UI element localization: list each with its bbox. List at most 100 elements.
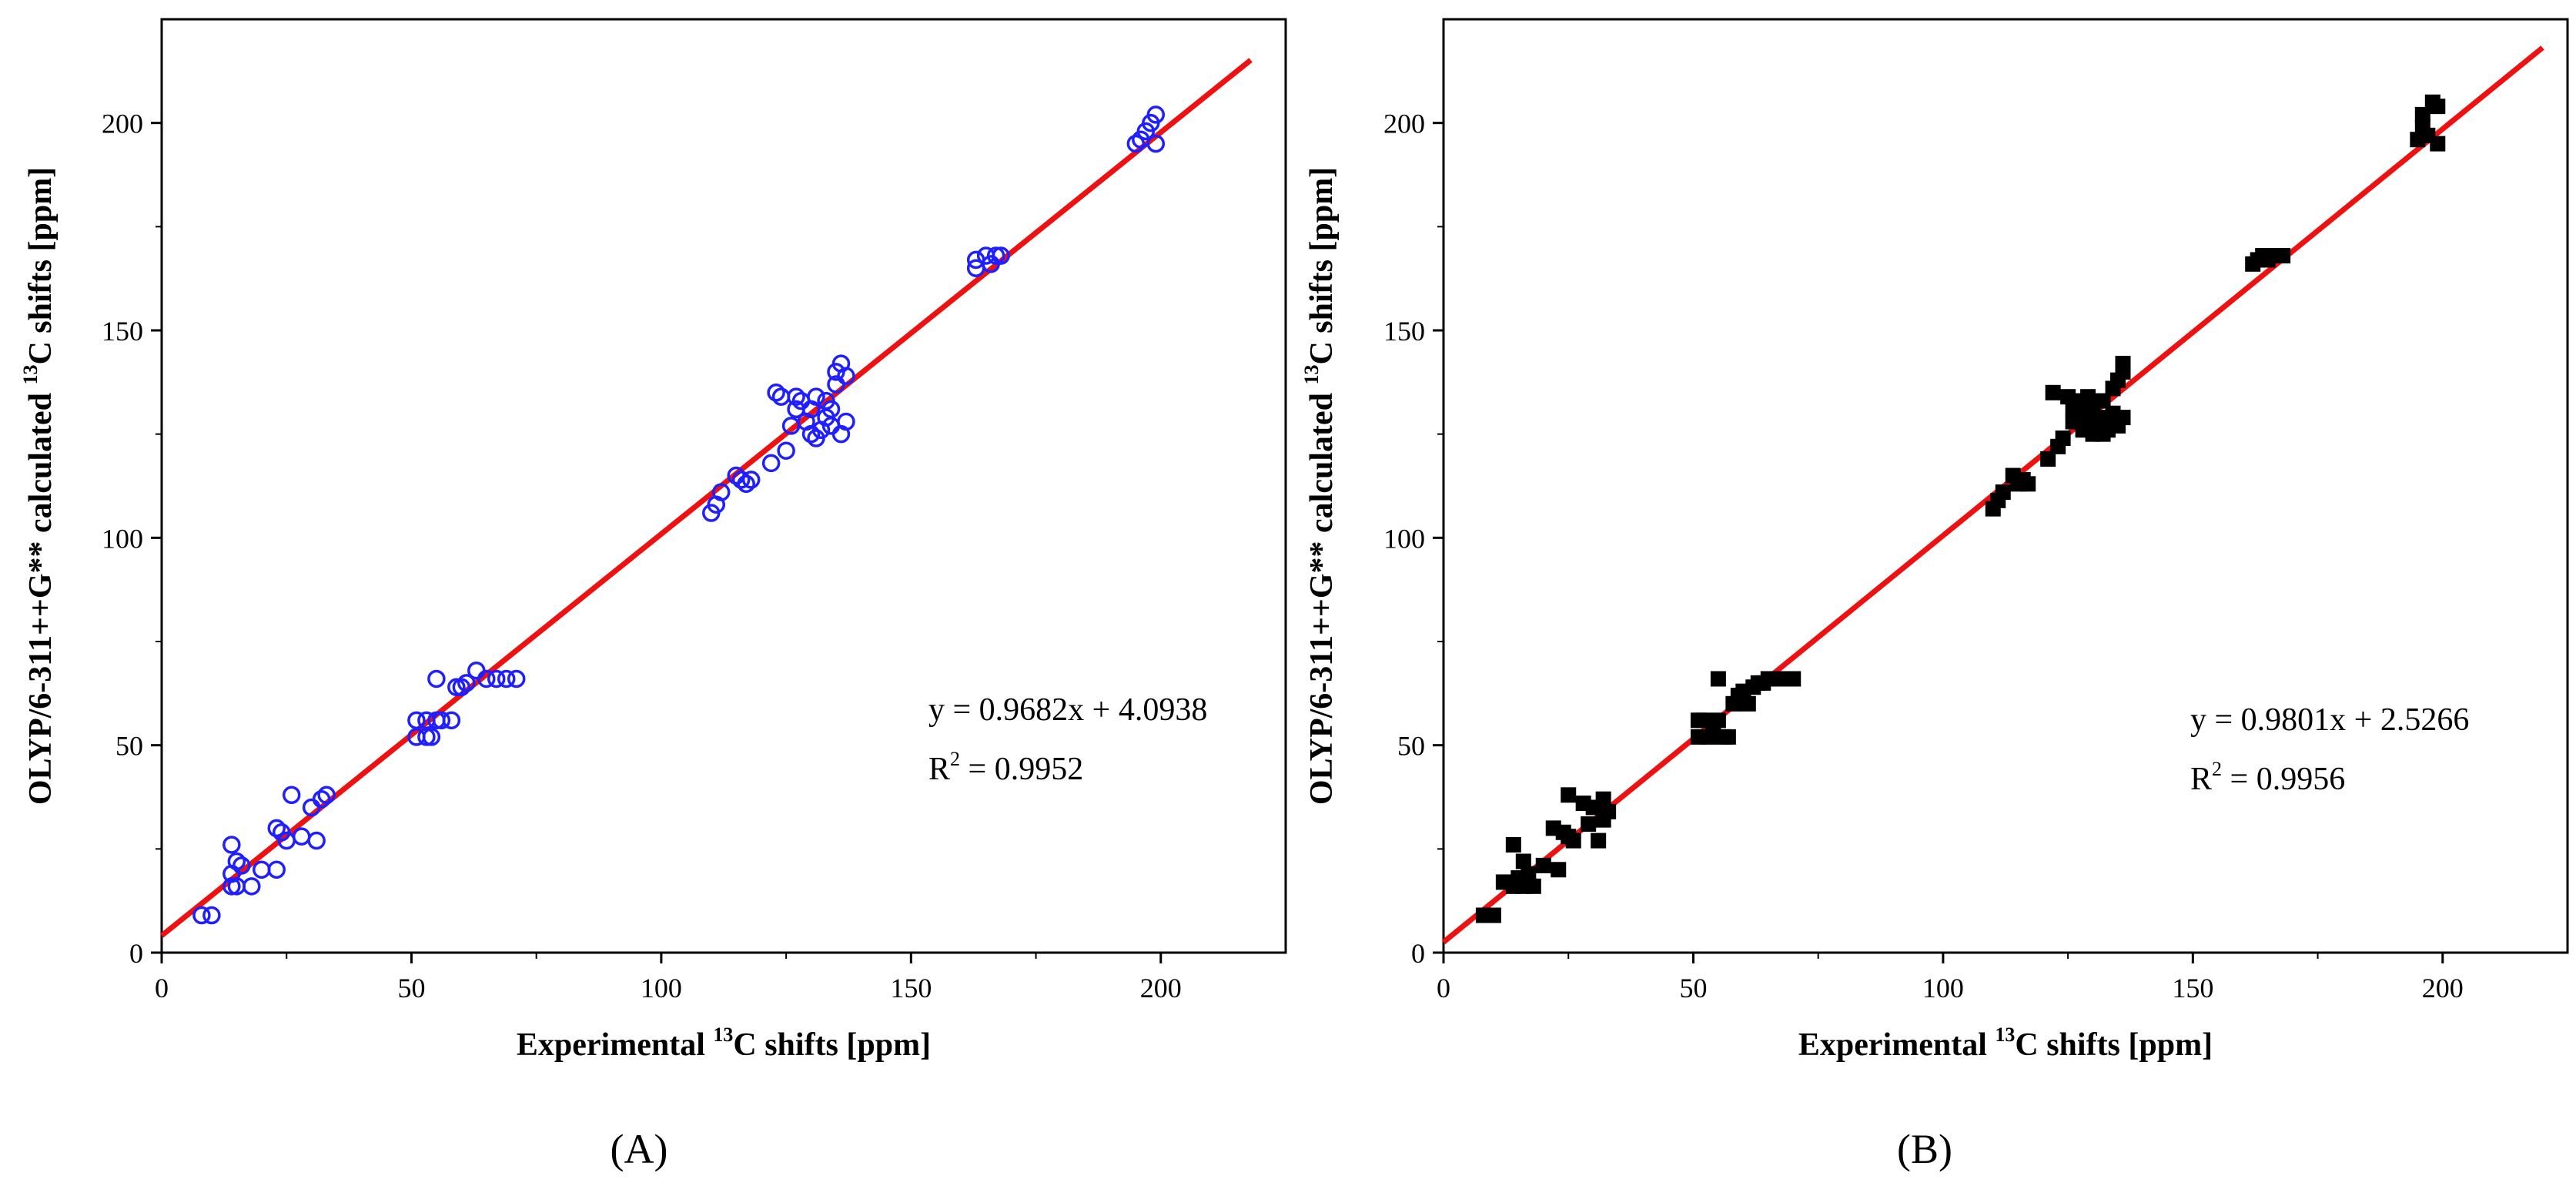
data-point [2414,106,2430,122]
data-point [1561,787,1577,803]
y-tick-label: 200 [102,109,143,139]
y-ticks-b: 0 50 100 150 200 [1383,109,1444,969]
y-axis-label-b: OLYP/6-311++G** calculated 13C shifts [p… [1300,167,1340,805]
y-label-pre-a: OLYP/6-311++G** calculated [23,385,59,806]
data-point [267,860,286,879]
y-label-sup-b: 13 [1300,365,1323,385]
data-point [2020,476,2036,492]
y-label-pre-b: OLYP/6-311++G** calculated [1304,385,1340,806]
data-point [477,669,496,688]
data-point [787,387,805,406]
r-squared-a: R2 = 0.9952 [928,748,1083,787]
data-point [427,669,446,688]
y-tick-label: 50 [1397,731,1425,762]
data-point [767,384,785,402]
data-point [267,819,286,838]
equation-a: y = 0.9682x + 4.0938 [928,692,1207,728]
data-point [317,786,336,805]
data-point [1995,484,2011,501]
data-point [1785,671,1802,687]
x-tick-label: 200 [2422,973,2464,1003]
r2-superscript-a: 2 [950,748,960,770]
data-point [487,669,506,688]
y-axis-label-a: OLYP/6-311++G** calculated 13C shifts [p… [19,167,59,805]
data-point [1535,857,1551,873]
data-point [741,471,761,489]
x-tick-label: 50 [1679,973,1707,1003]
x-tick-label: 0 [155,973,169,1003]
chart-panel-b: 0 50 100 150 200 0 50 100 150 200 y = 0.9801x + … [1300,18,2569,1172]
data-point [457,674,476,692]
y-label-post-b: C shifts [ppm] [1304,167,1340,365]
x-axis-label-b: Experimental 13C shifts [ppm] [1798,1023,2213,1063]
x-label-sup-b: 13 [1995,1023,2015,1046]
y-tick-label: 150 [102,316,143,347]
x-tick-label: 150 [2172,973,2213,1003]
data-point [1505,836,1521,853]
data-point [807,387,825,406]
data-point [442,711,461,730]
x-label-post-b: C shifts [ppm] [2015,1027,2213,1063]
data-point [777,441,795,460]
data-point [2045,384,2061,400]
data-point [202,906,221,925]
data-point [222,836,241,854]
data-point [253,860,271,879]
data-point [282,786,301,805]
data-point [1525,878,1541,894]
panel-label-b: (B) [1897,1126,1952,1172]
data-point [1515,853,1531,869]
data-point [1521,866,1537,882]
data-point [2430,136,2446,152]
data-point [497,669,516,688]
data-point [2430,99,2446,115]
data-point [1565,833,1581,849]
data-point [233,856,251,875]
data-point [292,827,311,846]
data-point [467,661,486,680]
data-point [821,400,841,419]
x-axis-label-a: Experimental 13C shifts [ppm] [517,1023,931,1063]
r2-value-b: = 0.9956 [2222,762,2345,797]
plot-frame-a [160,18,1287,954]
plot-frame-b [1442,18,2569,954]
data-point [507,669,526,688]
y-ticks-a: 0 50 100 150 200 [102,109,162,969]
regression-line-a [159,58,1253,938]
x-label-post-a: C shifts [ppm] [733,1027,931,1063]
x-label-pre-b: Experimental [1798,1027,1995,1063]
r2-superscript-b: 2 [2212,758,2222,780]
data-point [192,906,211,925]
x-tick-label: 150 [890,973,932,1003]
data-point [801,424,821,444]
data-point [1146,106,1166,124]
data-point [731,471,751,489]
data-point [312,789,331,809]
equation-b: y = 0.9801x + 2.5266 [2190,702,2469,738]
data-point [307,831,326,850]
data-point [2115,410,2131,426]
data-point [1720,729,1736,745]
data-point [452,678,471,697]
y-tick-label: 200 [1383,109,1425,139]
data-point [992,246,1010,265]
data-point [1710,671,1726,687]
x-label-pre-a: Experimental [517,1027,713,1063]
r2-prefix-a: R [928,752,950,787]
r2-value-a: = 0.9952 [960,752,1083,787]
data-point [1126,134,1146,153]
data-point [422,728,441,746]
data-point [837,367,855,386]
data-point [1601,803,1617,819]
data-point [2055,430,2071,447]
data-point [1146,134,1166,153]
data-point [986,246,1005,265]
data-point [1485,907,1501,923]
data-points-b [1475,94,2446,923]
x-label-sup-a: 13 [713,1023,733,1046]
y-label-sup-a: 13 [19,365,42,385]
y-tick-label: 150 [1383,316,1425,347]
data-point [712,483,731,501]
x-ticks-b: 0 50 100 150 200 [1437,953,2464,1003]
